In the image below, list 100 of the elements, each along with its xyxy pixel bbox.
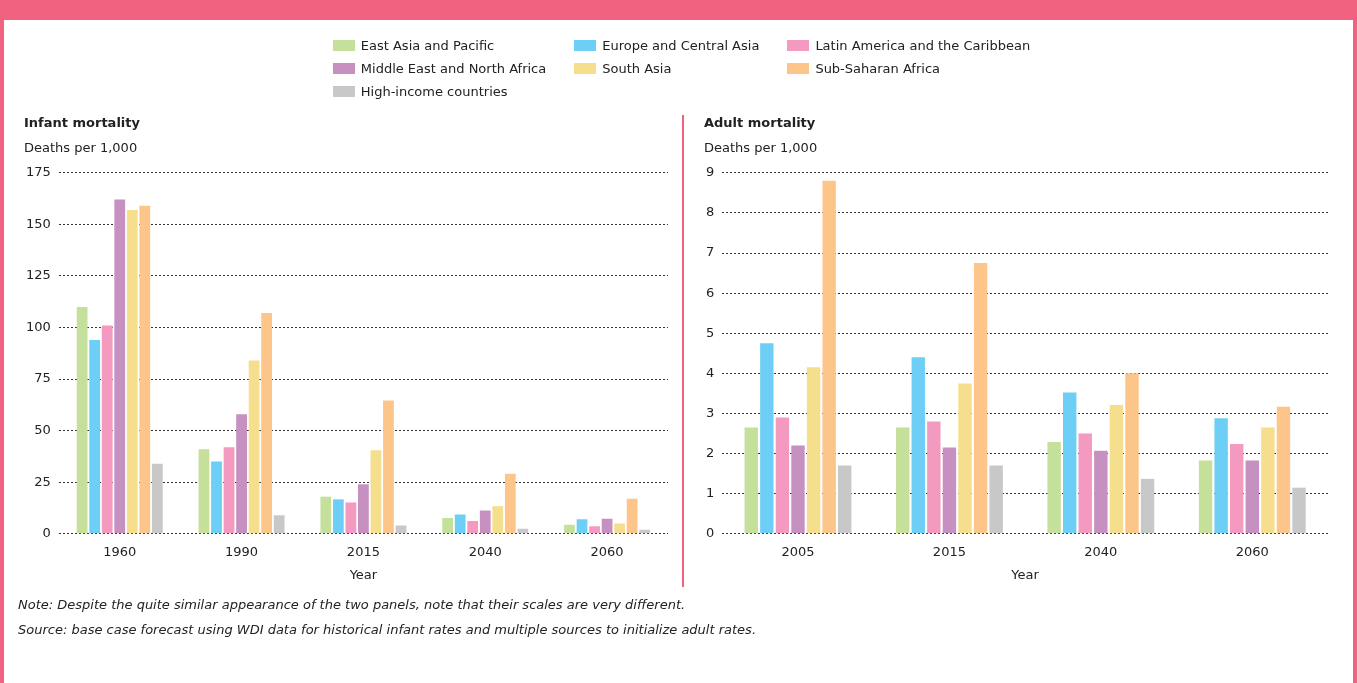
legend-label: Sub-Saharan Africa [815,61,940,76]
x-tick-label: 2015 [346,543,380,559]
bar [911,357,925,534]
legend-label: High-income countries [360,84,508,99]
bar [626,498,638,534]
bar [454,514,466,534]
y-tick-label: 175 [25,164,51,180]
text: Note: Despite the quite similar appearance of the two panels, note that their scales are very different. [18,597,687,612]
bar [791,445,805,534]
x-tick-label: 2015 [932,543,966,559]
bar [320,496,332,534]
bar [101,325,113,534]
x-tick-label: 2005 [781,543,815,559]
source-note: Source: base case forecast using WDI data for historical infant rates and multiple sources to initialize adult rates. [18,622,758,637]
bar [1276,406,1291,534]
bar [126,209,138,534]
y-tick-label: 2 [705,444,715,460]
bar [838,465,852,534]
bar [345,502,357,534]
bar [467,521,479,534]
bar [614,523,625,534]
x-axis-title: Year [348,566,378,582]
bar [760,343,774,534]
y-tick-label: 150 [25,215,51,231]
bar [76,306,88,534]
bar [1245,460,1259,534]
y-tick-label: 1 [705,485,715,501]
bar [1063,392,1077,534]
legend-label: Middle East and North Africa [360,61,547,76]
bar [822,180,836,534]
bar [1109,405,1124,534]
bar [370,450,382,534]
y-tick-label: 75 [34,370,51,386]
x-tick-label: 2060 [590,543,624,559]
bar [248,360,260,534]
bar [236,414,247,534]
bar [1214,418,1228,534]
bar [223,447,235,534]
x-tick-label: 1990 [225,543,259,559]
y-tick-label: 125 [25,267,51,283]
x-tick-label: 2040 [468,543,502,559]
x-tick-label: 1960 [103,543,137,559]
bar [806,367,821,534]
bar [589,526,600,534]
bar [332,499,344,534]
legend-label: South Asia [602,61,672,76]
bar [383,400,394,534]
legend-label: Latin America and the Caribbean [815,38,1031,53]
bar [1230,443,1244,534]
y-tick-label: 6 [705,284,715,300]
x-tick-label: 2040 [1084,543,1118,559]
legend-label: Europe and Central Asia [602,38,760,53]
bar [775,417,790,534]
x-tick-label: 2060 [1235,543,1269,559]
bar [1140,478,1155,534]
chart-title: Infant mortality [24,115,141,130]
bar [261,313,273,534]
y-tick-label: 25 [34,473,51,489]
bar [1261,427,1275,534]
bar [576,519,588,534]
bar [1094,450,1108,534]
bar [973,263,988,534]
y-axis-title: Deaths per 1,000 [24,140,139,155]
y-axis-title: Deaths per 1,000 [704,140,819,155]
bar [744,427,758,534]
bar [942,447,957,534]
bar [358,484,369,534]
chart-title: Adult mortality [704,115,817,130]
bar [442,517,454,534]
bar [958,383,972,534]
bar [989,465,1003,534]
bar [273,515,285,534]
bar [114,199,126,534]
y-tick-label: 9 [705,164,715,180]
bar [479,510,491,534]
y-tick-label: 0 [705,525,715,541]
bar [492,506,504,534]
y-tick-label: 4 [705,364,715,380]
bar [504,473,516,534]
bar [1047,441,1061,534]
bar [927,421,941,534]
y-tick-label: 0 [42,525,51,541]
bar [89,339,101,534]
bar [895,427,910,534]
y-tick-label: 100 [25,318,51,334]
x-axis-title: Year [1010,566,1040,582]
bar [1125,373,1139,534]
y-tick-label: 5 [705,324,715,340]
y-tick-label: 50 [34,422,51,438]
bar [151,463,163,534]
y-tick-label: 7 [705,244,715,260]
y-tick-label: 3 [705,404,715,420]
bar [1078,433,1092,534]
y-tick-label: 8 [705,204,715,220]
bar [1292,487,1306,534]
bar [198,449,210,534]
bar [564,524,575,534]
legend-label: East Asia and Pacific [360,38,495,53]
bar [211,461,222,534]
bar [139,205,151,534]
